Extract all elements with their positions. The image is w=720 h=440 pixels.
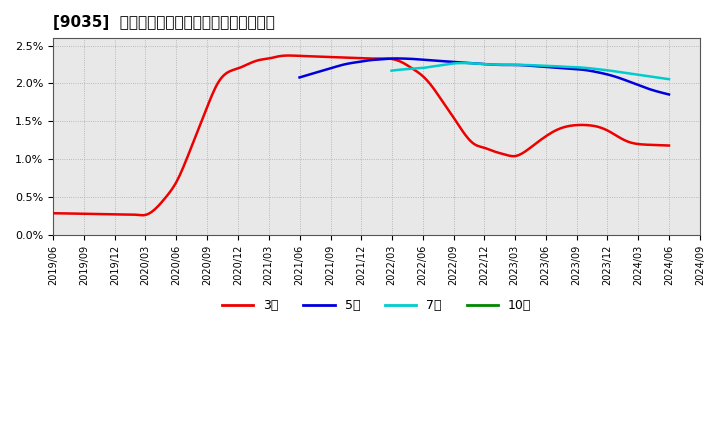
Text: [9035]  当期純利益マージンの標準偏差の推移: [9035] 当期純利益マージンの標準偏差の推移 <box>53 15 275 30</box>
Legend: 3年, 5年, 7年, 10年: 3年, 5年, 7年, 10年 <box>217 294 536 317</box>
